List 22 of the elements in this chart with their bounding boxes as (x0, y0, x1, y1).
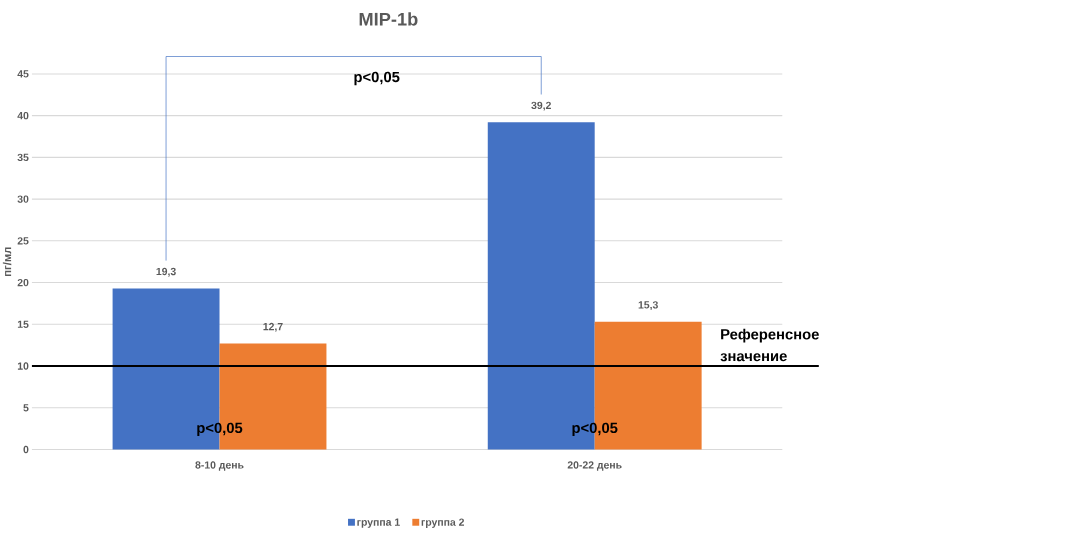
legend-label: группа 1 (357, 518, 400, 528)
y-tick-label: 5 (23, 404, 29, 412)
chart-title: MIP-1b (359, 12, 418, 26)
data-label: 12,7 (263, 322, 283, 332)
y-tick-label: 25 (17, 237, 29, 245)
y-axis-title: пг/мл (2, 247, 12, 277)
y-tick-label: 40 (17, 111, 29, 120)
ref-line-label: Референсное значение (720, 328, 819, 362)
y-tick-label: 0 (23, 445, 29, 454)
x-tick-label: 20-22 день (567, 461, 622, 471)
y-tick-label: 35 (17, 153, 29, 162)
data-label: 19,3 (156, 267, 176, 277)
data-label: 15,3 (638, 301, 658, 311)
x-tick-label: 8-10 день (195, 461, 244, 471)
y-tick-label: 30 (17, 195, 29, 203)
y-tick-label: 10 (17, 362, 29, 370)
legend-label: группа 2 (421, 518, 465, 528)
annotation: p<0,05 (354, 71, 400, 86)
y-tick-label: 20 (17, 278, 29, 287)
y-tick-label: 15 (17, 320, 29, 328)
data-label: 39,2 (531, 101, 551, 111)
y-tick-label: 45 (17, 70, 29, 78)
